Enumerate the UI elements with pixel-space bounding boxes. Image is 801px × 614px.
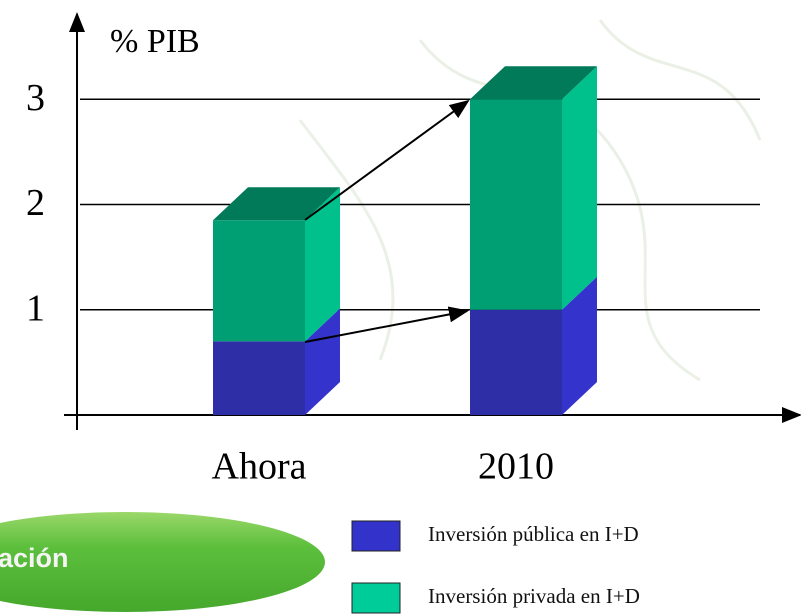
x-tick-label: Ahora [212,446,307,488]
y-tick-label: 3 [26,77,45,119]
x-tick-label: 2010 [478,446,554,488]
bar-side [305,187,340,342]
bar-side [562,66,597,310]
arrow [304,306,469,343]
background-pattern [298,19,762,382]
legend-swatch [351,582,401,614]
legend-label: Inversión pública en I+D [428,522,639,546]
bar-top [470,66,597,100]
badge-shape [0,512,325,612]
y-tick-label: 1 [26,287,45,329]
legend-swatch [351,520,401,552]
bar-segment [470,99,562,310]
arrow [304,99,470,221]
bar-segment [470,309,562,415]
bar-side [562,276,597,415]
legend-label: Inversión privada en I+D [428,584,640,608]
y-axis-label: % PIB [110,23,200,60]
y-tick-label: 2 [26,182,45,224]
bar-segment [213,341,305,415]
bar-top [213,187,340,221]
bar-side [305,308,340,415]
bar-segment [213,220,305,342]
badge-text: ación [0,543,69,573]
